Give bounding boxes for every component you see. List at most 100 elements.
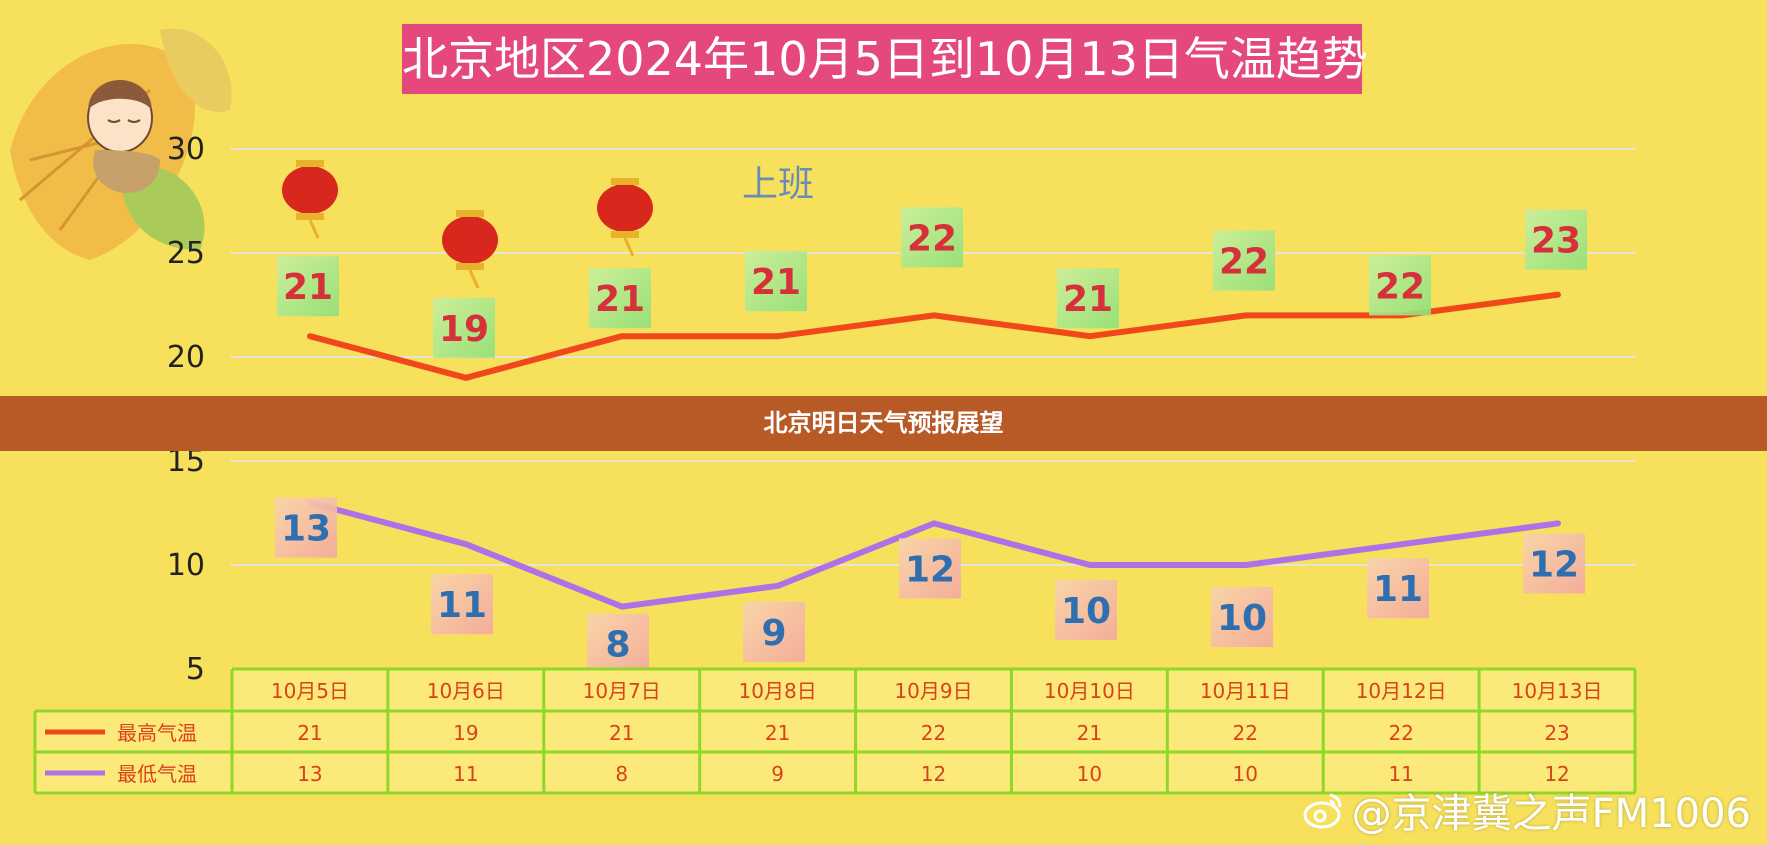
data-point <box>1555 520 1561 527</box>
y-tick-label: 20 <box>167 340 205 375</box>
data-label-box <box>901 207 963 268</box>
data-point <box>463 374 469 381</box>
lantern-icon <box>442 210 498 289</box>
legend-label: 最高气温 <box>117 721 197 745</box>
table-cell: 21 <box>1077 721 1102 745</box>
table-cell: 19 <box>453 721 478 745</box>
table-cell: 23 <box>1544 721 1569 745</box>
y-tick-label: 5 <box>186 652 205 687</box>
table-cell: 12 <box>1544 762 1569 786</box>
y-tick-label: 30 <box>167 132 205 167</box>
table-cell: 10 <box>1077 762 1102 786</box>
data-label: 21 <box>751 262 801 303</box>
data-label: 12 <box>905 549 955 590</box>
overlay-text: 上班 <box>742 164 814 205</box>
data-label-box <box>899 538 961 599</box>
table-cell: 12 <box>921 762 946 786</box>
table-cell: 22 <box>921 721 946 745</box>
data-label-box <box>431 574 493 635</box>
data-label: 21 <box>283 267 333 308</box>
lantern-icon <box>597 178 653 257</box>
table-cell: 8 <box>615 762 628 786</box>
table-cell: 22 <box>1388 721 1413 745</box>
table-cell: 21 <box>609 721 634 745</box>
data-label: 11 <box>1373 569 1423 610</box>
data-label-box <box>587 613 649 674</box>
data-label-box <box>1369 255 1431 316</box>
data-label: 12 <box>1529 544 1579 585</box>
data-point <box>307 333 313 340</box>
data-label: 19 <box>439 309 489 350</box>
data-label-box <box>1525 209 1587 270</box>
x-tick-label: 10月5日 <box>271 679 349 703</box>
data-point <box>1555 291 1561 298</box>
weibo-icon <box>1303 793 1342 829</box>
data-label-box <box>1367 558 1429 619</box>
x-tick-label: 10月10日 <box>1044 679 1135 703</box>
data-point <box>619 333 625 340</box>
data-label-box <box>589 268 651 329</box>
data-labels: 21 19 21 21 22 21 22 22 23 13 11 8 9 12 10 10 11 12 <box>275 207 1587 674</box>
data-point <box>619 603 625 610</box>
data-label-box <box>745 251 807 312</box>
table-cell: 10 <box>1233 762 1258 786</box>
x-tick-label: 10月9日 <box>894 679 972 703</box>
data-table: 10月5日 10月6日 10月7日 10月8日 10月9日 10月10日 10月11日 10月… <box>33 667 1637 795</box>
data-label: 11 <box>437 585 487 626</box>
x-tick-label: 10月11日 <box>1200 679 1291 703</box>
data-label: 13 <box>281 509 331 550</box>
data-point <box>931 520 937 527</box>
x-tick-label: 10月6日 <box>427 679 505 703</box>
data-point <box>775 582 781 589</box>
data-label: 22 <box>1375 266 1425 307</box>
chart-title: 北京地区2024年10月5日到10月13日气温趋势 <box>402 24 1368 94</box>
data-point <box>1087 333 1093 340</box>
data-label: 22 <box>1219 241 1269 282</box>
data-label-box <box>1057 268 1119 329</box>
character-illustration <box>87 80 160 193</box>
data-point <box>1243 312 1249 319</box>
table-cell: 22 <box>1233 721 1258 745</box>
data-label-box <box>1213 230 1275 291</box>
watermark-text: @京津冀之声FM1006 <box>1351 791 1751 837</box>
forecast-banner: 北京明日天气预报展望 <box>0 396 1767 451</box>
table-cell: 11 <box>453 762 478 786</box>
data-label-box <box>433 297 495 358</box>
data-label-box <box>277 256 339 317</box>
data-label: 9 <box>761 613 786 654</box>
data-label: 8 <box>605 625 630 666</box>
watermark: @京津冀之声FM1006 <box>1302 781 1751 839</box>
x-tick-label: 10月8日 <box>739 679 817 703</box>
data-label-box <box>1523 533 1585 594</box>
data-label-box <box>1055 580 1117 640</box>
table-cell: 21 <box>765 721 790 745</box>
data-label-box <box>275 497 337 558</box>
data-label: 21 <box>1063 279 1113 320</box>
data-label-box <box>1211 587 1273 647</box>
data-label: 22 <box>907 218 957 259</box>
data-point <box>1399 541 1405 548</box>
table-cell: 13 <box>297 762 322 786</box>
table-body <box>232 669 1635 793</box>
y-tick-label: 25 <box>167 236 205 271</box>
data-point <box>775 333 781 340</box>
data-label: 10 <box>1217 598 1267 639</box>
data-point <box>1243 562 1249 568</box>
table-cell: 21 <box>297 721 322 745</box>
data-label: 23 <box>1531 221 1581 262</box>
data-point <box>1087 562 1093 568</box>
lantern-decorations <box>282 160 653 289</box>
data-point <box>463 541 469 548</box>
legend-label: 最低气温 <box>117 762 197 786</box>
table-cell: 11 <box>1388 762 1413 786</box>
lantern-icon <box>282 160 338 239</box>
data-label: 21 <box>595 279 645 320</box>
x-tick-label: 10月12日 <box>1356 679 1447 703</box>
data-label: 10 <box>1061 591 1111 632</box>
x-tick-label: 10月13日 <box>1512 679 1603 703</box>
data-label-box <box>743 601 805 662</box>
data-point <box>931 312 937 319</box>
series <box>307 291 1561 610</box>
y-tick-label: 10 <box>167 548 205 583</box>
